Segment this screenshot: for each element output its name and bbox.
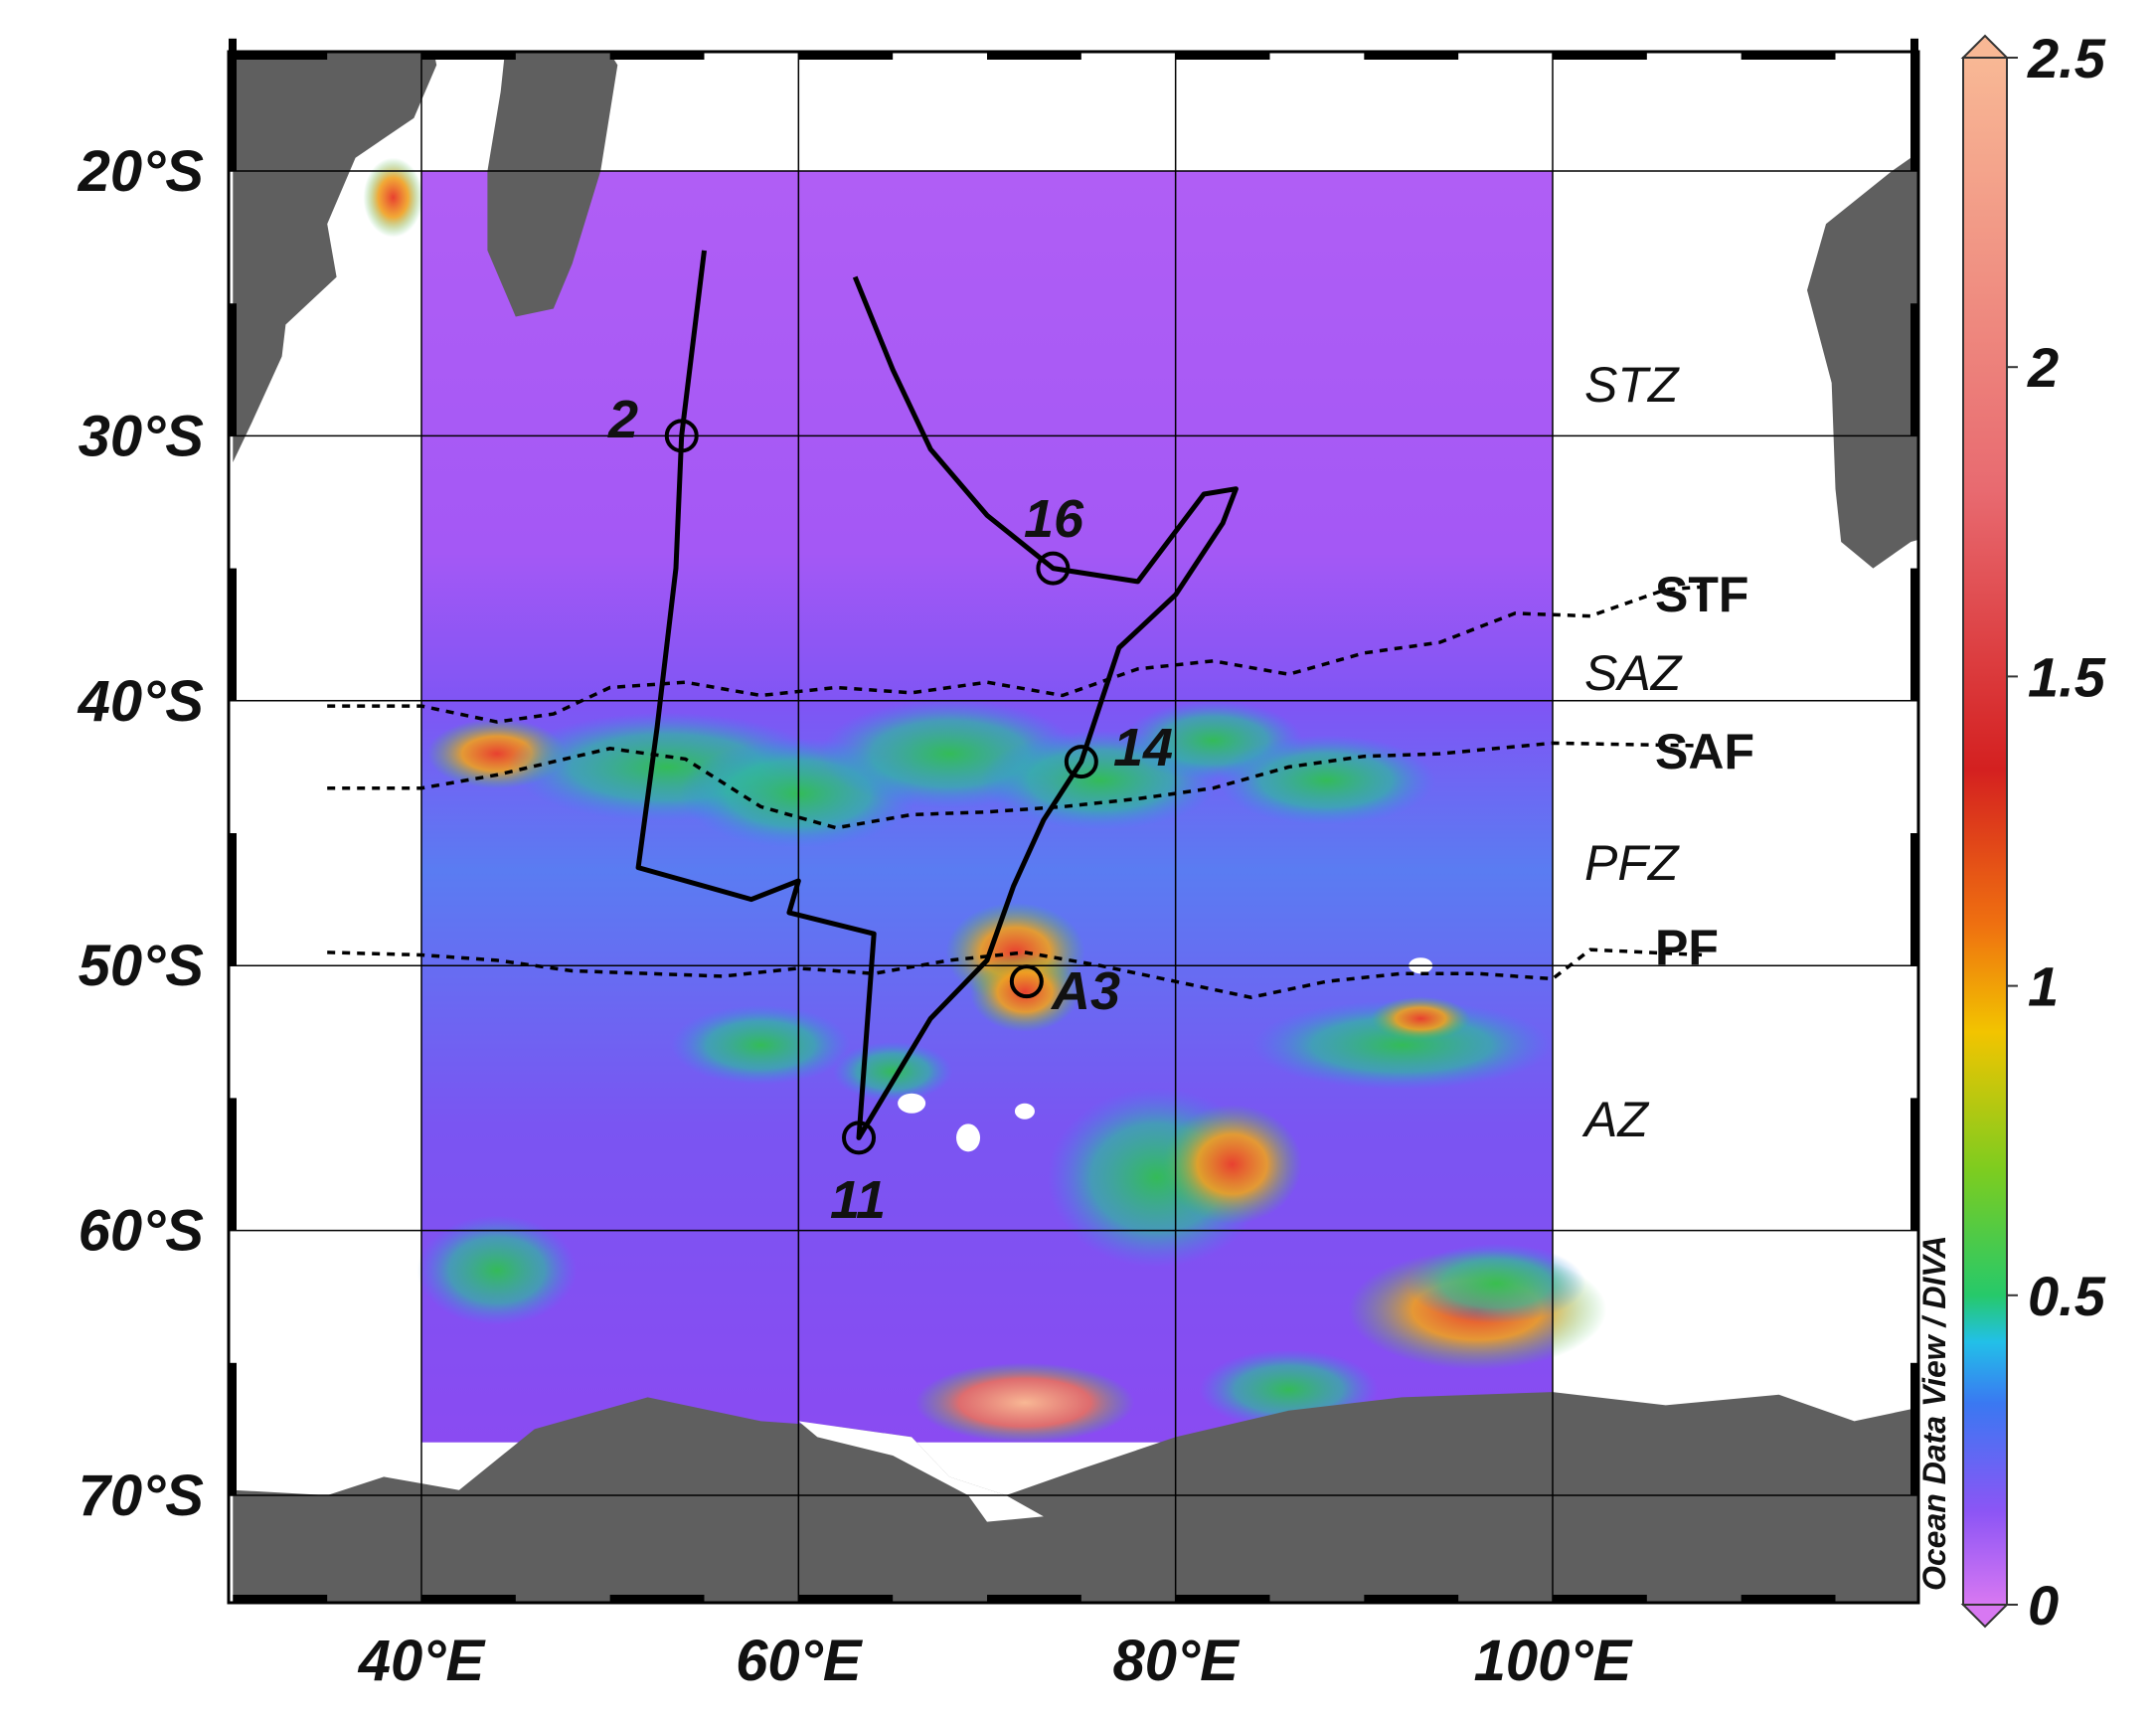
frame-tick <box>798 1595 894 1603</box>
bloom-17 <box>671 1005 851 1086</box>
lon-tick-label: 40°E <box>358 1629 487 1693</box>
frame-tick <box>1364 52 1459 60</box>
bloom-19 <box>833 1041 953 1102</box>
front-line-pf <box>327 948 1704 999</box>
colorbar-tick-label: 1.5 <box>2028 645 2106 708</box>
zone-label-pfz: PFZ <box>1584 835 1680 891</box>
lat-tick-label: 40°S <box>78 669 205 734</box>
lat-tick-label: 50°S <box>79 934 205 998</box>
frame-tick <box>1553 52 1647 60</box>
colorbar-ticks: 0 0.5 1 1.5 2 2.5 <box>2007 27 2106 1637</box>
data-gap-2 <box>1014 1103 1035 1120</box>
bloom-15 <box>416 1215 577 1325</box>
australia-landmass <box>1807 152 1918 569</box>
africa-landmass <box>233 52 437 462</box>
frame-tick <box>1910 38 1918 171</box>
bloom-14 <box>1407 1243 1586 1323</box>
frame-tick <box>1364 1595 1459 1603</box>
zone-label-stz: STZ <box>1584 357 1680 413</box>
station-label-16: 16 <box>1024 489 1084 549</box>
station-marker-14 <box>1064 745 1098 779</box>
colorbar-bar <box>1962 57 2008 1606</box>
lat-tick-label: 70°S <box>79 1464 205 1528</box>
zone-label-az: AZ <box>1581 1092 1649 1147</box>
colorbar-top-arrow <box>1960 34 2010 59</box>
frame-tick <box>229 38 237 171</box>
colorbar: 0 0.5 1 1.5 2 2.5 Ocean Data View / DIVA <box>1916 27 2106 1637</box>
station-label-a3: A3 <box>1050 961 1120 1021</box>
bloom-18 <box>363 157 423 238</box>
bloom-10 <box>1162 1105 1302 1224</box>
frame-tick <box>1910 568 1918 701</box>
frame-tick <box>233 1595 328 1603</box>
antarctica-landmass <box>233 1392 1918 1602</box>
station-label-11: 11 <box>830 1170 886 1230</box>
front-label-pf: PF <box>1655 920 1719 975</box>
frame-tick <box>987 1595 1081 1603</box>
frame-tick <box>229 568 237 701</box>
longitude-labels: 40°E 60°E 80°E 100°E <box>358 1629 1634 1693</box>
lat-tick-label: 60°S <box>79 1199 205 1264</box>
bloom-16 <box>914 1362 1134 1443</box>
frame-tick <box>421 52 516 60</box>
colorbar-tick-label: 0 <box>2028 1574 2059 1637</box>
frame-tick <box>229 1098 237 1231</box>
front-line-stf <box>327 585 1704 724</box>
frame-tick <box>798 52 894 60</box>
front-line-saf <box>327 741 1704 830</box>
data-gap-0 <box>898 1093 926 1114</box>
bloom-8 <box>969 951 1079 1032</box>
frame-tick <box>1910 303 1918 436</box>
frame-tick <box>1741 1595 1836 1603</box>
colorbar-side-title: Ocean Data View / DIVA <box>1916 1236 1952 1591</box>
frame-tick <box>1910 1098 1918 1231</box>
frame-tick <box>1741 52 1836 60</box>
frame-tick <box>1175 1595 1270 1603</box>
frame-tick <box>609 52 705 60</box>
frame-tick <box>421 1595 516 1603</box>
colorbar-tick-label: 2.5 <box>2027 27 2106 89</box>
lat-lon-grid <box>229 52 1918 1603</box>
lon-tick-label: 60°E <box>736 1629 864 1693</box>
colorbar-tick-label: 2 <box>2027 336 2059 399</box>
lat-tick-label: 20°S <box>78 139 205 204</box>
frame-tick <box>229 303 237 436</box>
bloom-12 <box>1371 996 1471 1041</box>
station-marker-11 <box>842 1121 877 1155</box>
frame-tick <box>987 52 1081 60</box>
bloom-11 <box>1252 1000 1552 1091</box>
amery-ice-shelf <box>798 1421 1044 1522</box>
station-label-2: 2 <box>607 390 638 449</box>
map-frame <box>227 38 1920 1605</box>
lat-tick-label: 30°S <box>79 404 205 468</box>
land-masses <box>233 52 1918 1602</box>
bloom-6 <box>1217 735 1436 825</box>
station-marker-a3 <box>1009 964 1044 999</box>
data-gap-1 <box>956 1123 981 1152</box>
frame-tick <box>1175 52 1270 60</box>
colorbar-tick-label: 0.5 <box>2028 1265 2106 1327</box>
lon-tick-label: 80°E <box>1112 1629 1241 1693</box>
station-marker-16 <box>1036 551 1071 586</box>
frame-tick <box>233 52 328 60</box>
front-label-saf: SAF <box>1655 724 1754 779</box>
station-markers <box>664 419 1098 1155</box>
frame-tick <box>229 1362 237 1495</box>
frame-tick <box>1553 1595 1647 1603</box>
frame-tick <box>1910 1362 1918 1495</box>
lon-tick-label: 100°E <box>1474 1629 1634 1693</box>
zone-label-saz: SAZ <box>1584 645 1683 701</box>
front-label-stf: STF <box>1655 567 1748 622</box>
madagascar-landmass <box>487 52 618 317</box>
colorbar-bottom-arrow <box>1960 1604 2010 1629</box>
station-marker-2 <box>664 419 699 453</box>
frame-tick <box>229 833 237 966</box>
station-label-14: 14 <box>1113 718 1173 777</box>
front-lines <box>327 585 1704 999</box>
frame-tick <box>609 1595 705 1603</box>
colorbar-tick-label: 1 <box>2028 955 2059 1018</box>
latitude-labels: 20°S 30°S 40°S 50°S 60°S 70°S <box>78 139 205 1528</box>
frame-tick <box>1910 833 1918 966</box>
